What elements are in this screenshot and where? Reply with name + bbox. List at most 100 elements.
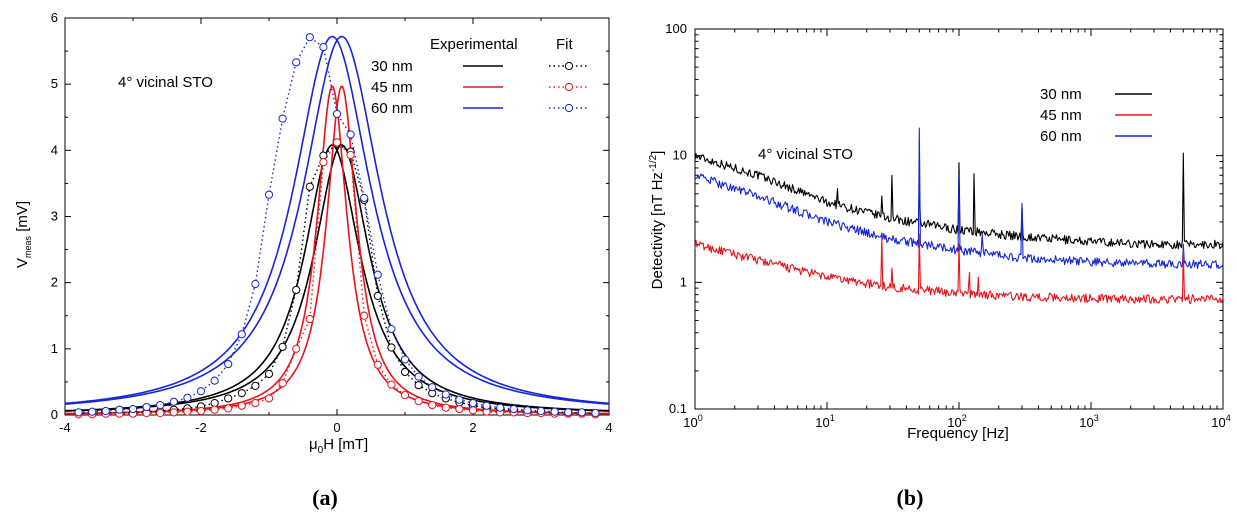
a-fit-marker (292, 285, 301, 295)
a-fit-marker (496, 403, 505, 412)
a-fit-marker (414, 372, 423, 381)
panel-a-x-axis-label: μ0H [mT] (309, 436, 368, 456)
b-x-tick-label: 104 (1211, 413, 1230, 430)
a-fit-marker (101, 406, 110, 416)
a-fit-marker (400, 391, 410, 400)
b-y-tick-label: 100 (665, 21, 687, 36)
legend-header-fit: Fit (556, 36, 573, 53)
a-fit-marker (156, 400, 165, 410)
a-fit-marker (156, 408, 165, 418)
a-fit-line-1 (78, 141, 596, 415)
a-fit-marker (387, 343, 396, 352)
panel-b-annotation: 4° vicinal STO (758, 146, 853, 163)
panel-a-legend: Experimental Fit 30 nm 45 nm 60 nm (371, 36, 589, 117)
a-fit-marker (387, 380, 396, 389)
a-fit-marker (264, 394, 274, 403)
a-fit-marker (305, 182, 314, 191)
a-x-tick-label: 0 (333, 420, 340, 435)
a-fit-marker (74, 408, 83, 417)
legend-label-60nm-b: 60 nm (1040, 128, 1082, 145)
legend-label-45nm-b: 45 nm (1040, 107, 1082, 124)
legend-label-60nm-a: 60 nm (371, 100, 413, 117)
a-fit-marker (346, 130, 355, 139)
legend-label-30nm-a: 30 nm (371, 58, 413, 75)
a-fit-marker (428, 383, 437, 392)
a-y-tick-label: 4 (51, 142, 58, 157)
a-experimental-curve-2-0 (64, 35, 610, 405)
a-fit-marker (264, 369, 274, 379)
a-x-tick-label: 2 (469, 420, 476, 435)
a-fit-marker (237, 401, 246, 410)
a-fit-marker (292, 344, 301, 353)
panel-b-y-axis-label: Detectivity [nT Hz-1/2] (648, 151, 666, 290)
a-fit-marker (536, 406, 546, 416)
legend-a-marker-0 (564, 61, 574, 71)
a-fit-marker (319, 43, 328, 52)
a-experimental-curve-0-0 (65, 144, 610, 412)
a-y-tick-label: 0 (51, 407, 58, 422)
panel-a-fit-curves (74, 33, 600, 419)
a-experimental-curve-0-1 (64, 144, 609, 412)
a-fit-marker (251, 279, 260, 289)
panel-b-ticks: 100 101 102 103 104 0.1 1 10 100 (665, 21, 1230, 430)
a-fit-marker (237, 330, 246, 339)
panel-a-legend-marks (463, 61, 589, 113)
b-y-tick-label: 0.1 (669, 401, 687, 416)
a-fit-marker (387, 324, 396, 334)
a-fit-marker (468, 398, 478, 408)
panel-b-x-axis-label: Frequency [Hz] (907, 425, 1009, 442)
a-fit-marker (251, 398, 260, 408)
a-fit-marker (509, 404, 518, 414)
a-fit-marker (142, 402, 151, 412)
a-fit-marker (482, 401, 491, 410)
a-fit-marker (115, 405, 124, 414)
a-y-tick-label: 6 (51, 10, 58, 25)
b-x-tick-label: 103 (1079, 413, 1098, 430)
a-y-tick-label: 2 (51, 275, 58, 290)
legend-a-marker-2 (564, 103, 574, 113)
panel-a-experimental-curves (64, 35, 610, 415)
a-fit-marker (577, 408, 586, 417)
a-fit-marker (169, 397, 178, 406)
b-series-line-2 (694, 127, 1224, 269)
a-fit-marker (210, 405, 219, 414)
a-fit-marker (210, 376, 219, 385)
a-fit-marker (196, 406, 206, 416)
a-fit-marker (373, 360, 382, 369)
a-fit-marker (373, 270, 382, 279)
a-fit-marker (523, 406, 532, 415)
legend-header-experimental: Experimental (430, 36, 518, 53)
a-fit-marker (441, 403, 450, 412)
a-y-tick-label: 3 (51, 209, 58, 224)
b-y-tick-label: 1 (680, 274, 687, 289)
a-fit-marker (468, 406, 478, 415)
a-x-tick-label: -4 (59, 420, 71, 435)
a-x-tick-label: 4 (605, 420, 612, 435)
a-fit-marker (237, 389, 246, 398)
a-fit-marker (455, 404, 464, 414)
a-fit-marker (428, 400, 437, 410)
b-x-tick-label: 100 (683, 413, 702, 430)
a-fit-marker (305, 314, 314, 324)
a-fit-marker (332, 138, 342, 147)
a-fit-marker (251, 381, 260, 390)
a-fit-marker (128, 404, 138, 414)
a-fit-marker (441, 390, 450, 399)
panel-a-y-axis-label: Vmeas [mV] (14, 201, 33, 268)
legend-a-marker-1 (564, 82, 574, 92)
a-experimental-curve-1-1 (64, 85, 610, 415)
panel-b-legend: 30 nm 45 nm 60 nm (1040, 86, 1152, 145)
panel-b-label: (b) (897, 485, 924, 510)
panel-b-series (694, 127, 1224, 305)
panel-b-legend-marks (1115, 93, 1152, 137)
legend-label-30nm-b: 30 nm (1040, 86, 1082, 103)
a-fit-marker (183, 393, 192, 402)
a-fit-marker (414, 397, 423, 406)
a-y-tick-label: 1 (51, 341, 58, 356)
panel-a-annotation: 4° vicinal STO (118, 74, 213, 91)
a-fit-marker (183, 407, 192, 416)
b-x-tick-label: 101 (815, 413, 834, 430)
a-fit-marker (332, 109, 342, 119)
a-experimental-curve-1-0 (64, 85, 610, 415)
a-fit-marker (455, 395, 464, 404)
